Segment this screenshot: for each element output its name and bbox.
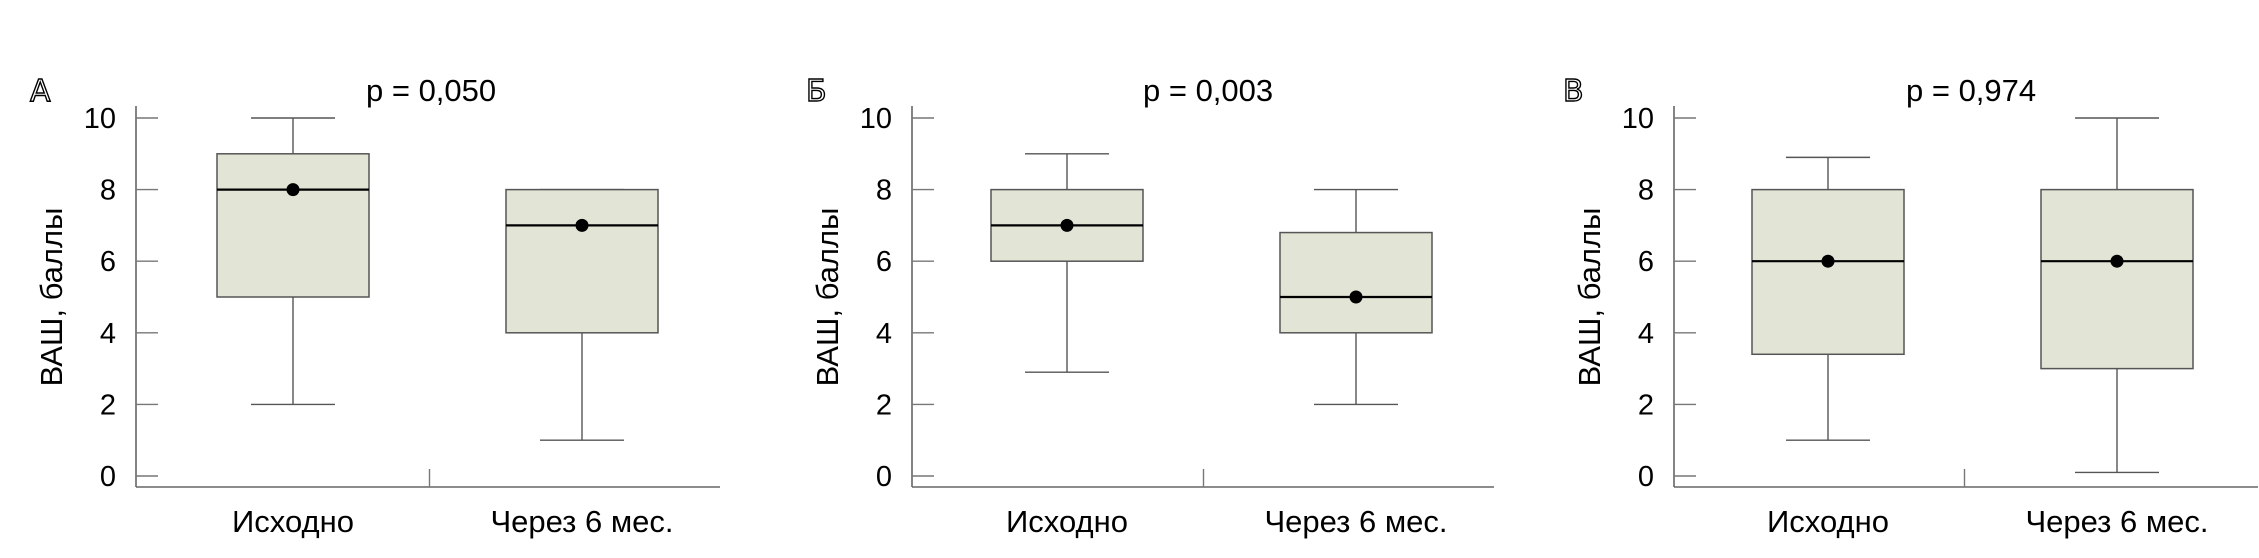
category-label: Через 6 мес. bbox=[490, 504, 673, 539]
y-tick-label: 0 bbox=[876, 461, 892, 493]
category-label: Исходно bbox=[1006, 504, 1128, 539]
y-tick-label: 0 bbox=[1638, 461, 1654, 493]
mean-point bbox=[1821, 254, 1835, 268]
y-axis-label: ВАШ, баллы bbox=[34, 208, 69, 387]
y-tick-label: 6 bbox=[876, 246, 892, 278]
y-axis-label: ВАШ, баллы bbox=[810, 208, 845, 387]
y-tick-label: 8 bbox=[1638, 175, 1654, 207]
y-tick-label: 4 bbox=[100, 318, 116, 350]
category-label: Через 6 мес. bbox=[1264, 504, 1447, 539]
iqr-box bbox=[216, 153, 370, 298]
mean-point bbox=[286, 183, 300, 197]
iqr-box bbox=[505, 188, 659, 334]
panel-letter: В bbox=[1563, 74, 1584, 109]
iqr-box bbox=[1751, 188, 1905, 356]
mean-point bbox=[1349, 290, 1363, 304]
iqr-box bbox=[1279, 231, 1433, 334]
y-tick-label: 10 bbox=[1622, 103, 1654, 135]
y-tick-label: 8 bbox=[876, 175, 892, 207]
y-tick-label: 2 bbox=[1638, 389, 1654, 421]
y-tick-label: 10 bbox=[84, 103, 116, 135]
category-label: Исходно bbox=[232, 504, 354, 539]
mean-point bbox=[1060, 218, 1074, 232]
category-label: Через 6 мес. bbox=[2025, 504, 2208, 539]
y-tick-label: 0 bbox=[100, 461, 116, 493]
y-tick-label: 4 bbox=[876, 318, 892, 350]
panel-letter: А bbox=[30, 74, 51, 109]
y-tick-label: 4 bbox=[1638, 318, 1654, 350]
p-value-label: p = 0,050 bbox=[366, 73, 496, 108]
y-tick-label: 6 bbox=[1638, 246, 1654, 278]
category-label: Исходно bbox=[1767, 504, 1889, 539]
p-value-label: p = 0,003 bbox=[1143, 73, 1273, 108]
y-tick-label: 10 bbox=[860, 103, 892, 135]
mean-point bbox=[2110, 254, 2124, 268]
y-axis-label: ВАШ, баллы bbox=[1572, 208, 1607, 387]
y-tick-label: 6 bbox=[100, 246, 116, 278]
y-tick-label: 2 bbox=[876, 389, 892, 421]
mean-point bbox=[575, 218, 589, 232]
y-tick-label: 2 bbox=[100, 389, 116, 421]
p-value-label: p = 0,974 bbox=[1906, 73, 2036, 108]
iqr-box bbox=[2040, 188, 2194, 370]
panel-letter: Б bbox=[806, 74, 827, 109]
y-tick-label: 8 bbox=[100, 175, 116, 207]
